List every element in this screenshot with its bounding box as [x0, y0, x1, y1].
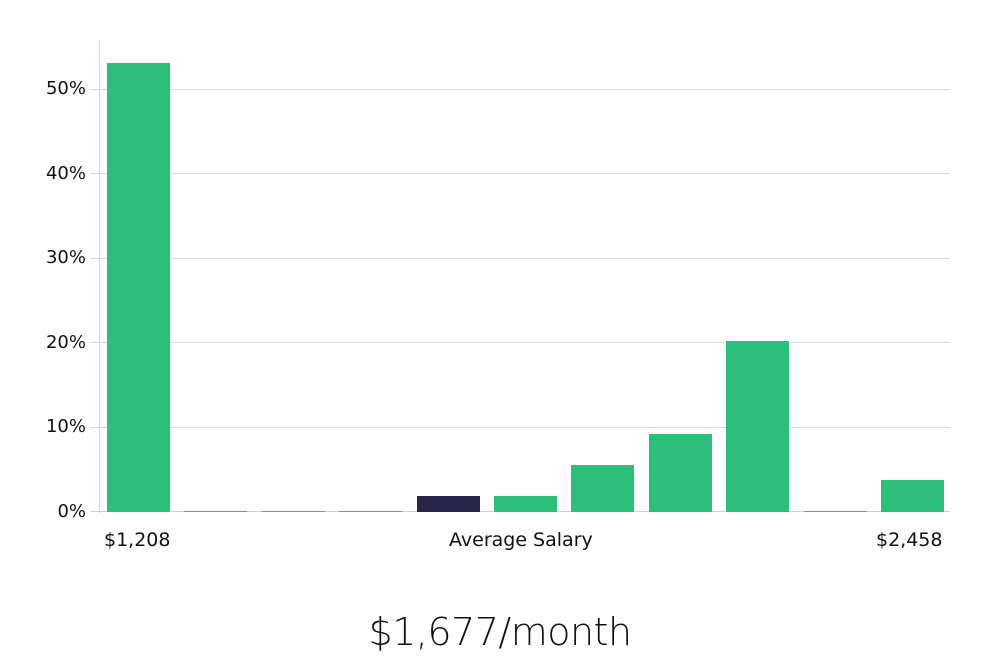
- y-tick-0: 0%: [57, 501, 86, 522]
- y-tick-10: 10%: [45, 416, 86, 437]
- histogram-bar: [184, 510, 248, 512]
- y-tick-20: 20%: [45, 332, 86, 353]
- y-tick-30: 30%: [45, 247, 86, 268]
- x-max-label: $2,458: [876, 529, 943, 551]
- average-salary-value: $1,677/month: [368, 610, 632, 654]
- y-tick-40: 40%: [45, 163, 86, 184]
- histogram-bar: [339, 510, 403, 512]
- y-tick-50: 50%: [45, 78, 86, 99]
- gridline-50: [90, 89, 950, 90]
- bar-highlighted: [416, 495, 480, 512]
- x-axis-title: Average Salary: [449, 529, 593, 551]
- histogram-bar: [107, 62, 170, 512]
- y-axis-line: [99, 40, 100, 513]
- gridline-10: [90, 427, 950, 428]
- histogram-bar: [648, 434, 712, 512]
- gridline-40: [90, 173, 950, 174]
- histogram-bar: [803, 510, 867, 512]
- x-min-label: $1,208: [104, 529, 171, 551]
- gridline-30: [90, 258, 950, 259]
- histogram-bar: [494, 495, 557, 512]
- histogram-bar: [881, 479, 944, 512]
- histogram-bar: [571, 464, 635, 512]
- gridline-20: [90, 342, 950, 343]
- histogram-bar: [261, 510, 325, 512]
- histogram-bar: [726, 341, 790, 512]
